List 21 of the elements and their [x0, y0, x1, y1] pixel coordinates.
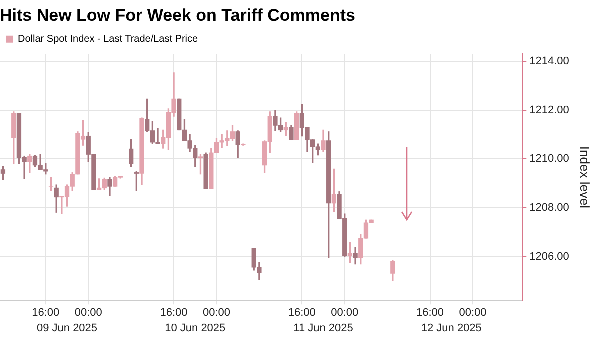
x-tick-label: 16:00 — [32, 307, 60, 320]
y-tick-label: 1210.00 — [530, 153, 570, 166]
x2-tick-label: 12 Jun 2025 — [421, 322, 482, 334]
candlestick — [353, 247, 358, 265]
x-tick-label: 00:00 — [202, 307, 231, 320]
y-tick-label: 1206.00 — [530, 250, 570, 263]
x2-tick-label: 11 Jun 2025 — [294, 322, 354, 334]
y-tick-label: 1208.00 — [530, 202, 570, 214]
x-tick-label: 00:00 — [459, 307, 487, 320]
x2-tick-label: 10 Jun 2025 — [165, 322, 226, 334]
y-axis-title: Index level — [578, 146, 593, 209]
chart-title: Hits New Low For Week on Tariff Comments — [0, 6, 356, 25]
y-tick-label: 1214.00 — [530, 56, 570, 68]
y-tick-label: 1212.00 — [530, 104, 570, 116]
x-tick-label: 16:00 — [160, 307, 188, 320]
x-tick-label: 16:00 — [416, 307, 444, 320]
legend-label: Dollar Spot Index - Last Trade/Last Price — [18, 34, 199, 46]
x-tick-label: 00:00 — [331, 307, 359, 320]
x-tick-label: 00:00 — [74, 307, 102, 320]
x-tick-label: 16:00 — [288, 307, 316, 320]
x2-tick-label: 09 Jun 2025 — [36, 322, 98, 334]
